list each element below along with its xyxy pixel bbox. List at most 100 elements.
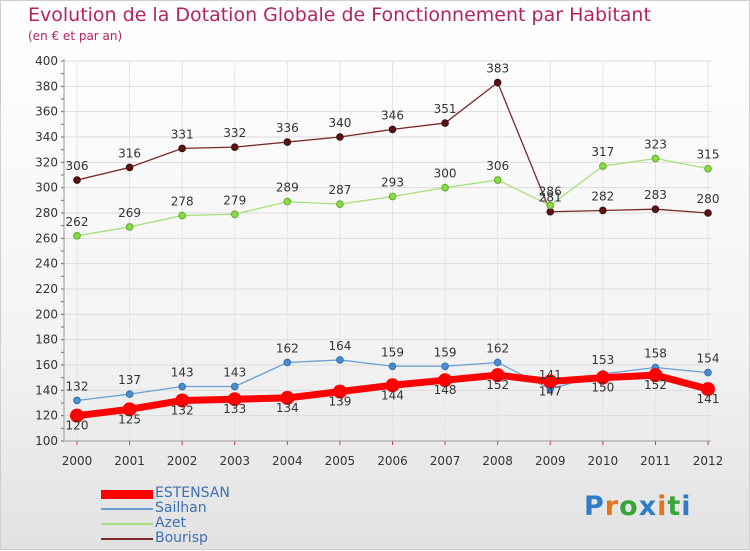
data-point-azet: [651, 154, 660, 163]
x-tick-label: 2008: [482, 454, 513, 468]
data-point-sailhan: [230, 382, 239, 391]
x-tick-label: 2000: [62, 454, 93, 468]
y-tick-label: 340: [35, 130, 58, 144]
data-label-sailhan: 143: [171, 366, 194, 380]
legend-swatch: [101, 538, 153, 540]
data-point-estensan: [385, 378, 400, 393]
data-label-estensan: 132: [171, 403, 194, 417]
data-point-bourisp: [599, 206, 607, 215]
data-point-estensan: [595, 370, 610, 385]
legend-label: ESTENSAN: [155, 485, 230, 501]
data-point-bourisp: [230, 143, 239, 151]
data-label-bourisp: 332: [223, 126, 246, 140]
data-point-azet: [178, 211, 186, 220]
logo-letter: t: [667, 491, 682, 522]
data-point-estensan: [175, 393, 190, 408]
proxiti-logo: Proxiti: [584, 491, 692, 522]
data-label-bourisp: 331: [171, 127, 194, 141]
x-tick-label: 2006: [377, 454, 408, 468]
data-point-estensan: [543, 374, 558, 389]
data-label-bourisp: 282: [591, 189, 614, 203]
data-label-azet: 306: [486, 159, 509, 173]
x-tick-label: 2012: [693, 454, 724, 468]
data-label-azet: 300: [434, 167, 457, 181]
data-point-estensan: [490, 368, 505, 383]
data-label-bourisp: 351: [434, 102, 457, 116]
data-label-bourisp: 346: [381, 108, 404, 122]
data-point-bourisp: [704, 209, 712, 217]
data-label-azet: 262: [66, 215, 89, 229]
data-point-bourisp: [651, 205, 660, 213]
data-point-bourisp: [178, 144, 186, 153]
data-label-sailhan: 141: [539, 368, 562, 382]
x-tick-label: 2002: [167, 454, 198, 468]
data-label-sailhan: 159: [434, 345, 457, 359]
data-point-azet: [283, 197, 292, 206]
legend-label: Azet: [155, 515, 187, 531]
data-label-bourisp: 336: [276, 121, 299, 135]
legend-swatch: [101, 489, 153, 499]
data-point-sailhan: [493, 358, 502, 367]
data-label-estensan: 120: [66, 419, 89, 433]
y-tick-label: 300: [35, 181, 58, 195]
y-tick-label: 400: [35, 54, 58, 68]
data-label-estensan: 147: [539, 384, 562, 398]
logo-letter: i: [681, 491, 692, 522]
data-label-azet: 279: [223, 193, 246, 207]
data-point-bourisp: [283, 138, 292, 146]
chart-title: Evolution de la Dotation Globale de Fonc…: [28, 4, 651, 26]
data-label-azet: 323: [644, 138, 667, 152]
y-tick-label: 160: [35, 358, 58, 372]
y-tick-label: 320: [35, 155, 58, 169]
data-label-sailhan: 137: [118, 373, 141, 387]
x-tick-label: 2004: [272, 454, 303, 468]
data-label-sailhan: 159: [381, 345, 404, 359]
data-point-bourisp: [493, 78, 502, 87]
y-tick-label: 380: [35, 79, 58, 93]
data-label-azet: 293: [381, 176, 404, 190]
x-tick-label: 2011: [640, 454, 671, 468]
data-label-azet: 286: [539, 184, 562, 198]
data-label-estensan: 141: [697, 392, 720, 406]
data-label-estensan: 134: [276, 401, 299, 415]
logo-letter: x: [638, 491, 658, 522]
logo-letter: i: [657, 491, 668, 522]
data-point-bourisp: [125, 163, 134, 172]
x-tick-label: 2007: [430, 454, 461, 468]
logo-letter: r: [604, 491, 620, 522]
data-label-azet: 278: [171, 195, 194, 209]
data-point-estensan: [227, 392, 242, 407]
x-tick-label: 2009: [535, 454, 566, 468]
x-tick-label: 2005: [325, 454, 356, 468]
y-tick-label: 180: [35, 333, 58, 347]
data-label-bourisp: 280: [697, 192, 720, 206]
data-label-sailhan: 162: [276, 341, 299, 355]
y-tick-label: 280: [35, 206, 58, 220]
y-tick-label: 360: [35, 105, 58, 119]
data-label-sailhan: 164: [328, 339, 351, 353]
data-point-bourisp: [441, 119, 449, 127]
legend-swatch: [101, 523, 153, 525]
data-label-estensan: 125: [118, 412, 141, 426]
data-label-sailhan: 143: [223, 366, 246, 380]
data-point-estensan: [280, 390, 295, 405]
chart-subtitle: (en € et par an): [28, 29, 123, 43]
data-label-estensan: 144: [381, 388, 404, 402]
data-label-bourisp: 281: [539, 191, 562, 205]
data-point-bourisp: [546, 207, 555, 216]
data-label-estensan: 152: [644, 378, 667, 392]
y-tick-label: 220: [35, 282, 58, 296]
data-label-bourisp: 316: [118, 146, 141, 160]
data-label-sailhan: 162: [486, 341, 509, 355]
data-point-azet: [125, 223, 134, 231]
data-point-sailhan: [704, 368, 712, 377]
data-point-sailhan: [283, 358, 292, 367]
data-label-bourisp: 283: [644, 188, 667, 202]
data-point-bourisp: [336, 133, 344, 141]
data-label-sailhan: 153: [591, 353, 614, 367]
legend-label: Bourisp: [155, 530, 208, 546]
data-label-estensan: 152: [486, 378, 509, 392]
data-point-azet: [73, 232, 81, 240]
logo-letter: o: [619, 491, 639, 522]
